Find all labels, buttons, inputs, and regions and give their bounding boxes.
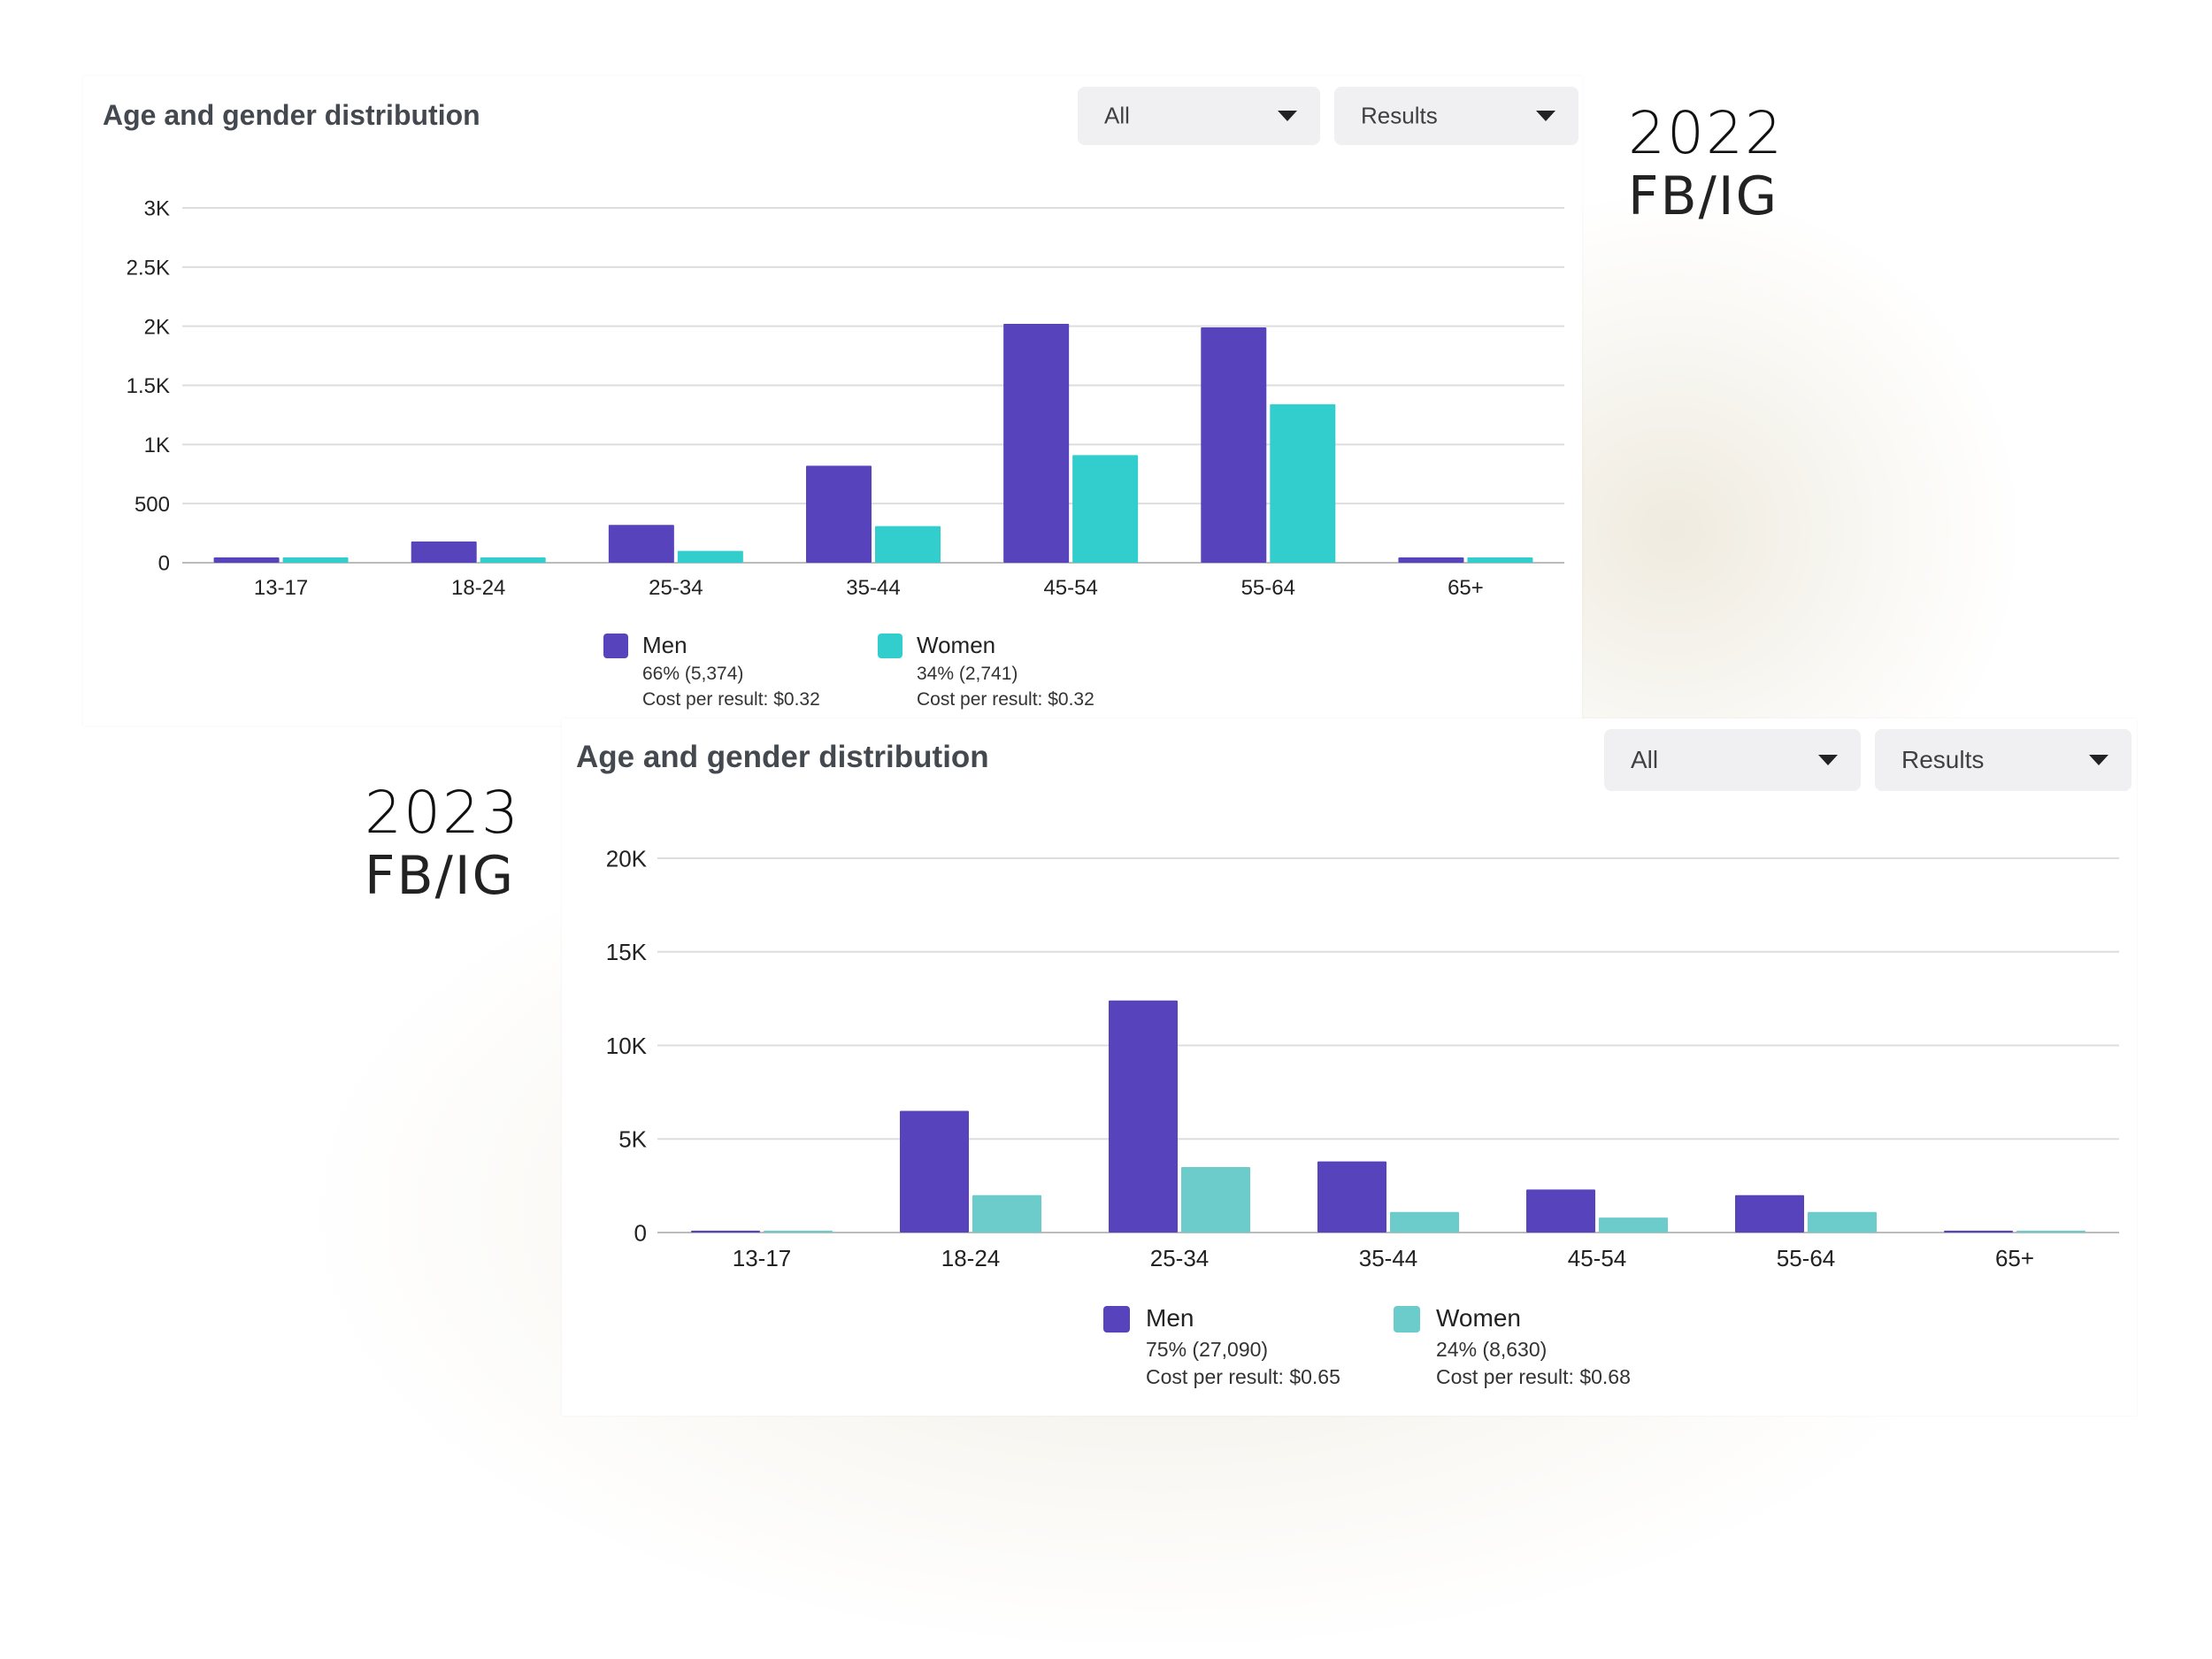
bar-men-35-44	[1317, 1161, 1386, 1233]
year-label-2023: 2023 FB/IG	[365, 779, 520, 907]
filter-all-dropdown[interactable]: All	[1078, 87, 1320, 145]
legend-label-women: Women	[1436, 1304, 1521, 1332]
bar-men-13-17	[691, 1230, 760, 1233]
legend-label-men: Men	[1146, 1304, 1194, 1332]
bar-women-55-64	[1808, 1211, 1877, 1233]
platform-label: FB/IG	[1628, 165, 1779, 227]
bar-women-35-44	[875, 526, 941, 563]
dropdown-label: All	[1104, 102, 1130, 129]
legend-cost-women: Cost per result: $0.32	[917, 689, 1094, 710]
bar-women-45-54	[1072, 455, 1139, 563]
legend-stat-men: 75% (27,090)	[1146, 1338, 1269, 1361]
y-tick-label: 2.5K	[127, 256, 170, 280]
y-tick-label: 5K	[618, 1126, 647, 1153]
legend-cost-women: Cost per result: $0.68	[1436, 1365, 1631, 1388]
x-tick-label: 13-17	[254, 576, 308, 600]
y-tick-label: 3K	[144, 197, 170, 221]
bar-women-13-17	[764, 1230, 833, 1233]
y-tick-label: 1K	[144, 434, 170, 457]
bar-men-45-54	[1526, 1189, 1595, 1233]
bar-men-25-34	[608, 525, 674, 563]
x-tick-label: 18-24	[941, 1245, 1001, 1271]
y-tick-label: 20K	[606, 845, 648, 872]
y-tick-label: 0	[634, 1219, 647, 1246]
caret-down-icon	[1818, 755, 1838, 765]
bar-men-13-17	[213, 557, 280, 563]
bar-men-55-64	[1201, 327, 1267, 563]
bar-men-65+	[1944, 1230, 2013, 1233]
x-tick-label: 35-44	[846, 576, 900, 600]
legend-swatch-men	[1103, 1306, 1130, 1333]
legend-cost-men: Cost per result: $0.65	[1146, 1365, 1340, 1388]
x-tick-label: 45-54	[1043, 576, 1097, 600]
legend-swatch-men	[603, 634, 628, 658]
legend-swatch-women	[1394, 1306, 1420, 1333]
y-tick-label: 1.5K	[127, 374, 170, 398]
x-tick-label: 25-34	[1150, 1245, 1210, 1271]
bar-men-35-44	[806, 465, 872, 563]
distribution-panel-2023: Age and gender distribution All Results …	[562, 718, 2137, 1416]
x-tick-label: 55-64	[1777, 1245, 1836, 1271]
bar-women-55-64	[1270, 403, 1336, 563]
bar-women-45-54	[1599, 1217, 1668, 1233]
bar-men-45-54	[1003, 323, 1070, 563]
bar-women-13-17	[282, 557, 349, 563]
distribution-panel-2022: Age and gender distribution All Results …	[83, 76, 1582, 726]
bar-women-18-24	[480, 557, 546, 563]
bar-chart-2023: 0 5K 10K 15K 20K 13-17 18-24 25-34 35-44 45-54 55-…	[606, 845, 2119, 1271]
metric-results-dropdown[interactable]: Results	[1875, 729, 2131, 791]
bar-women-25-34	[1181, 1166, 1250, 1233]
x-tick-label: 35-44	[1359, 1245, 1418, 1271]
dropdown-label: Results	[1361, 102, 1438, 129]
y-tick-label: 15K	[606, 939, 648, 965]
bar-men-55-64	[1735, 1194, 1804, 1233]
y-tick-label: 2K	[144, 315, 170, 339]
metric-results-dropdown[interactable]: Results	[1334, 87, 1578, 145]
legend-label-men: Men	[642, 632, 687, 658]
platform-label: FB/IG	[365, 845, 516, 907]
bar-chart-2022: 0 500 1K 1.5K 2K 2.5K 3K 13-17 18-24 25-34 35-44 45…	[127, 197, 1564, 600]
caret-down-icon	[1278, 111, 1297, 121]
year-number: 2023	[365, 779, 520, 847]
bar-women-35-44	[1390, 1211, 1459, 1233]
bar-men-65+	[1398, 557, 1464, 563]
bar-women-65+	[1467, 557, 1533, 563]
caret-down-icon	[2089, 755, 2108, 765]
legend-stat-men: 66% (5,374)	[642, 664, 744, 684]
x-tick-label: 45-54	[1568, 1245, 1627, 1271]
caret-down-icon	[1536, 111, 1555, 121]
panel-title: Age and gender distribution	[576, 740, 989, 774]
x-tick-label: 65+	[1995, 1245, 2034, 1271]
year-number: 2022	[1628, 99, 1784, 167]
year-label-2022: 2022 FB/IG	[1628, 99, 1784, 227]
x-tick-label: 65+	[1448, 576, 1484, 600]
x-tick-label: 25-34	[649, 576, 703, 600]
bar-women-25-34	[677, 550, 743, 563]
dropdown-label: Results	[1901, 746, 1985, 773]
y-tick-label: 0	[158, 552, 170, 576]
filter-all-dropdown[interactable]: All	[1604, 729, 1861, 791]
bar-men-18-24	[411, 541, 477, 563]
legend-stat-women: 24% (8,630)	[1436, 1338, 1548, 1361]
bar-men-25-34	[1109, 1000, 1178, 1233]
x-tick-label: 18-24	[451, 576, 505, 600]
panel-title: Age and gender distribution	[103, 99, 480, 131]
legend-swatch-women	[878, 634, 902, 658]
legend-stat-women: 34% (2,741)	[917, 664, 1018, 684]
dropdown-label: All	[1631, 746, 1659, 773]
bar-men-18-24	[900, 1110, 969, 1233]
legend-cost-men: Cost per result: $0.32	[642, 689, 820, 710]
x-tick-label: 55-64	[1241, 576, 1295, 600]
x-tick-label: 13-17	[733, 1245, 792, 1271]
y-tick-label: 10K	[606, 1033, 648, 1059]
y-tick-label: 500	[134, 493, 170, 517]
bar-women-18-24	[972, 1194, 1041, 1233]
bar-women-65+	[2016, 1230, 2085, 1233]
legend-label-women: Women	[917, 632, 996, 658]
